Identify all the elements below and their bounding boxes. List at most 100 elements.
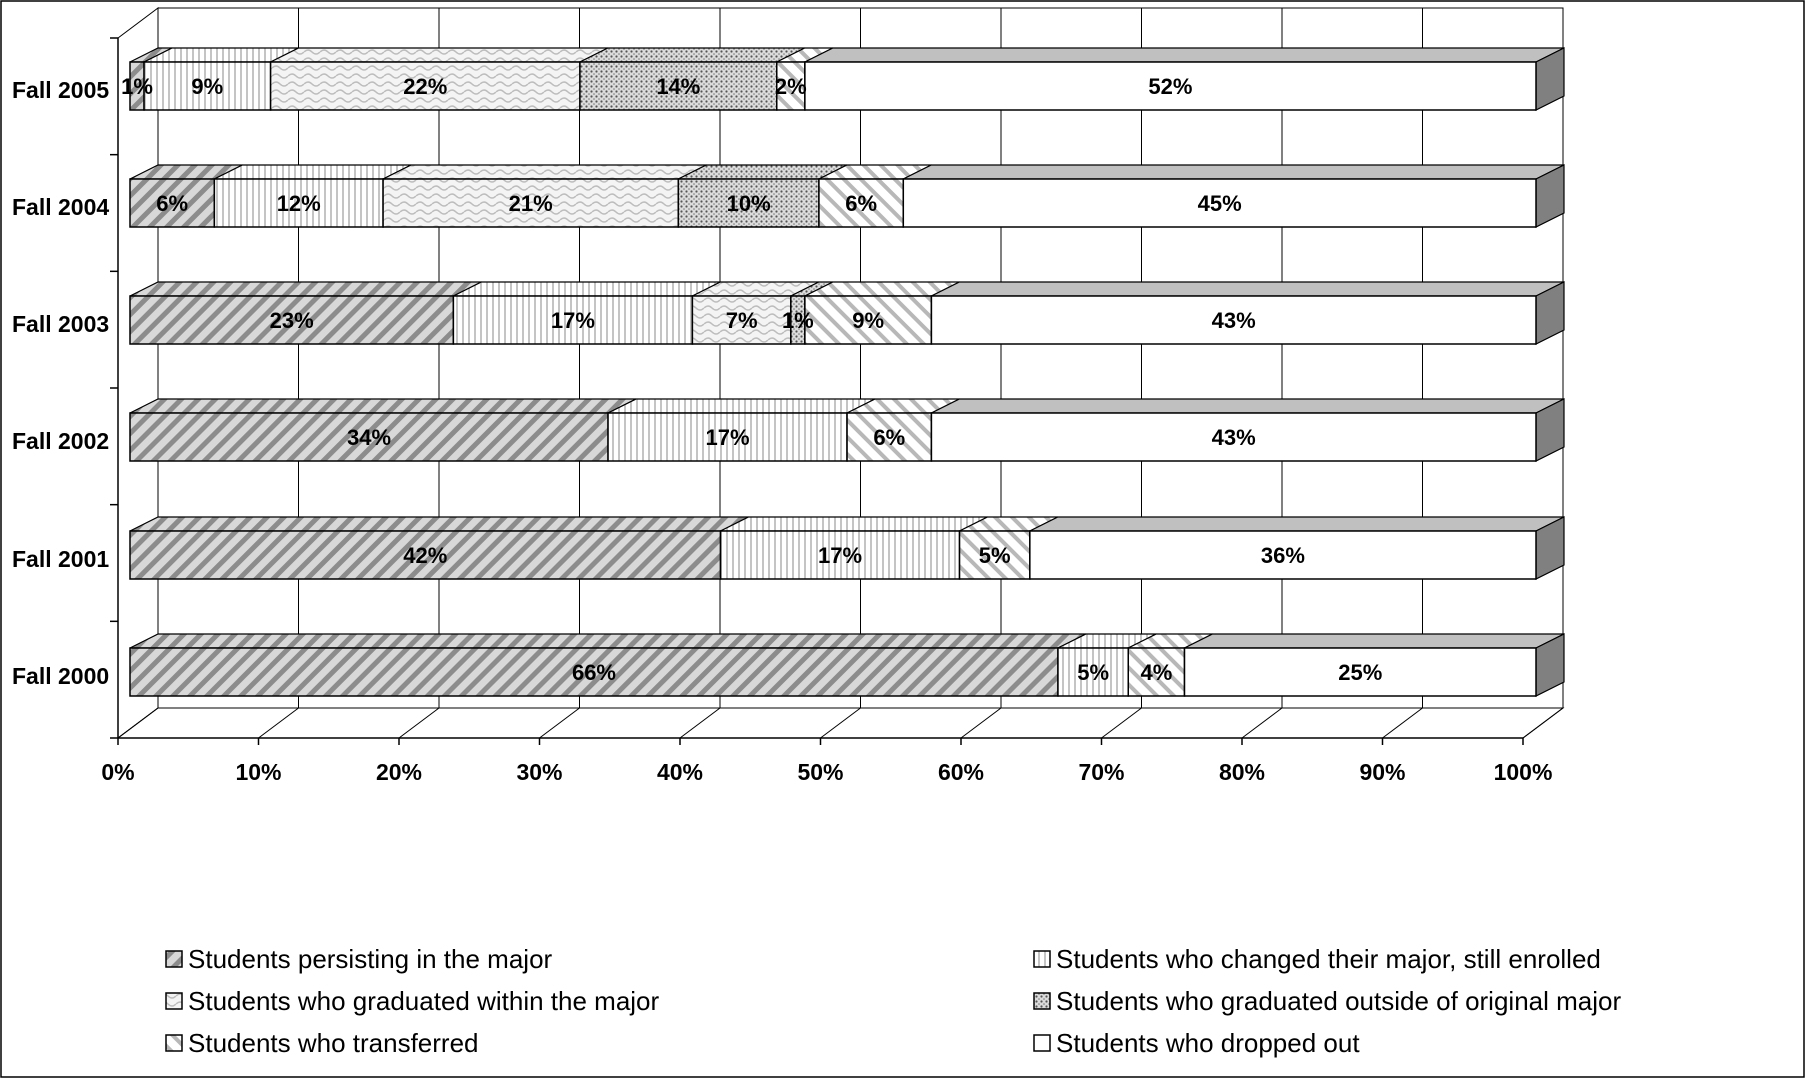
bar-segment-diagonal-stripes <box>129 530 722 580</box>
data-label: 36% <box>1261 543 1305 568</box>
bar-top-wave <box>382 164 707 180</box>
bar-top-diagonal-stripes <box>129 633 1087 649</box>
x-tick-label: 90% <box>1359 759 1405 785</box>
x-tick-label: 80% <box>1219 759 1265 785</box>
legend-label: Students who transferred <box>188 1028 479 1058</box>
data-label: 12% <box>277 191 321 216</box>
legend-label: Students who dropped out <box>1056 1028 1360 1058</box>
x-tick-label: 70% <box>1078 759 1124 785</box>
data-label: 1% <box>121 74 153 99</box>
x-tick-label: 10% <box>235 759 281 785</box>
bar-top-diagonal-stripes <box>129 281 482 297</box>
bar-top-solid-white <box>931 281 1565 297</box>
data-label: 10% <box>727 191 771 216</box>
floor-gridline <box>539 707 580 739</box>
floor-gridline <box>820 707 861 739</box>
bar-segment-diagonal-stripes <box>129 412 609 462</box>
data-label: 17% <box>551 308 595 333</box>
data-label: 17% <box>818 543 862 568</box>
bar-segment-solid-white <box>1029 530 1537 580</box>
bar-segment-diagonal-stripes <box>129 178 216 228</box>
data-label: 5% <box>1077 660 1109 685</box>
bar-top-vertical-lines <box>720 516 988 532</box>
data-label: 52% <box>1148 74 1192 99</box>
bar-segment-vertical-lines <box>719 530 961 580</box>
bar-segment-dots <box>579 61 778 111</box>
data-label: 23% <box>270 308 314 333</box>
bar-segment-diagonal-thin <box>1127 647 1186 697</box>
bar-segment-solid-white <box>902 178 1537 228</box>
x-tick-label: 0% <box>101 759 134 785</box>
data-label: 66% <box>572 660 616 685</box>
data-label: 14% <box>656 74 700 99</box>
bar-top-vertical-lines <box>607 398 876 414</box>
bar-top-diagonal-stripes <box>129 398 637 414</box>
data-label: 42% <box>403 543 447 568</box>
data-label: 6% <box>873 425 905 450</box>
x-tick-label: 50% <box>797 759 843 785</box>
legend-swatch <box>1033 1034 1051 1052</box>
data-label: 43% <box>1212 425 1256 450</box>
data-label: 43% <box>1212 308 1256 333</box>
floor-gridline <box>1241 707 1283 739</box>
category-label: Fall 2004 <box>12 194 109 220</box>
floor-gridline <box>398 707 440 739</box>
x-tick-label: 30% <box>516 759 562 785</box>
legend-swatch <box>165 992 183 1010</box>
bar-top-diagonal-stripes <box>129 516 749 532</box>
data-label: 6% <box>156 191 188 216</box>
data-label: 4% <box>1140 660 1172 685</box>
data-label: 45% <box>1198 191 1242 216</box>
legend-swatch <box>1033 992 1051 1010</box>
bar-segment-solid-white <box>930 295 1537 345</box>
category-label: Fall 2001 <box>12 546 109 572</box>
bar-segment-diagonal-stripes <box>129 647 1059 697</box>
bar-segment-solid-white <box>930 412 1537 462</box>
legend-label: Students who graduated within the major <box>188 986 660 1016</box>
category-label: Fall 2005 <box>12 77 109 103</box>
bar-top-dots <box>579 47 806 63</box>
data-label: 1% <box>782 308 814 333</box>
bar-segment-wave <box>269 61 581 111</box>
bar-top-vertical-lines <box>453 281 721 297</box>
data-label: 6% <box>845 191 877 216</box>
bar-top-solid-white <box>804 47 1565 63</box>
floor-gridline <box>1522 707 1564 739</box>
bar-segment-diagonal-thin <box>958 530 1031 580</box>
legend-swatch <box>1033 950 1051 968</box>
bar-segment-diagonal-thin <box>818 178 905 228</box>
x-tick-label: 20% <box>376 759 422 785</box>
bar-top-solid-white <box>903 164 1565 180</box>
x-tick-label: 60% <box>938 759 984 785</box>
floor-gridline <box>117 707 159 739</box>
bar-top-wave <box>270 47 609 63</box>
floor-gridline <box>258 707 299 739</box>
bar-top-solid-white <box>931 398 1565 414</box>
data-label: 34% <box>347 425 391 450</box>
data-label: 2% <box>775 74 807 99</box>
bar-segment-vertical-lines <box>213 178 384 228</box>
floor-gridline <box>960 707 1002 739</box>
bar-top-vertical-lines <box>214 164 412 180</box>
legend-swatch <box>165 1034 183 1052</box>
data-label: 21% <box>509 191 553 216</box>
bar-top-solid-white <box>1029 516 1565 532</box>
bar-segment-vertical-lines <box>452 295 694 345</box>
data-label: 25% <box>1338 660 1382 685</box>
legend-swatch <box>165 950 183 968</box>
x-tick-label: 40% <box>657 759 703 785</box>
floor-gridline <box>679 707 721 739</box>
data-label: 17% <box>706 425 750 450</box>
data-label: 9% <box>191 74 223 99</box>
x-tick-label: 100% <box>1494 759 1553 785</box>
bar-segment-diagonal-thin <box>846 412 933 462</box>
bar-segment-solid-white <box>804 61 1537 111</box>
category-label: Fall 2003 <box>12 311 109 337</box>
data-label: 22% <box>403 74 447 99</box>
bar-segment-solid-white <box>1183 647 1537 697</box>
data-label: 9% <box>852 308 884 333</box>
bar-segment-vertical-lines <box>143 61 272 111</box>
